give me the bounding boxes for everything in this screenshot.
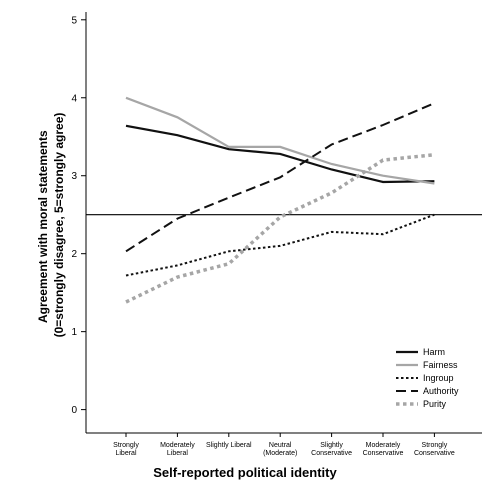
x-tick-label-line: Conservative: [414, 450, 455, 457]
x-tick-label-line: Slightly: [320, 442, 343, 449]
x-tick-label: Neutral (Moderate): [263, 442, 297, 457]
legend-label-ingroup: Ingroup: [423, 373, 454, 383]
x-tick-label-line: Conservative: [311, 450, 352, 457]
x-tick-label-line: Strongly: [113, 442, 139, 449]
x-tick-label-line: Slightly Liberal: [206, 442, 252, 449]
y-axis-title-line1: Agreement with moral statements: [36, 130, 50, 323]
series-line-purity: [125, 152, 435, 304]
y-axis-title: Agreement with moral statements (0=stron…: [36, 113, 66, 338]
x-tick-label: Moderately Conservative: [363, 442, 404, 457]
y-tick-label: 3: [71, 171, 77, 182]
series-line-authority: [125, 102, 435, 253]
x-tick-label-line: Moderately: [160, 442, 195, 449]
y-tick-label: 5: [71, 15, 77, 26]
x-tick-label: Slightly Conservative: [311, 442, 352, 457]
series-line-fairness: [125, 96, 435, 185]
y-tick-label: 1: [71, 327, 77, 338]
axes: [85, 12, 482, 434]
legend-label-purity: Purity: [423, 399, 447, 409]
series-line-harm: [125, 124, 435, 184]
x-tick-label-line: Neutral: [269, 442, 292, 449]
legend-label-harm: Harm: [423, 347, 445, 357]
y-tick-label: 0: [71, 405, 77, 416]
x-tick-label: Slightly Liberal: [206, 442, 252, 449]
y-axis-title-line2: (0=strongly disagree, 5=strongly agree): [52, 113, 66, 338]
series-lines: [125, 96, 435, 304]
legend-label-fairness: Fairness: [423, 360, 458, 370]
legend-label-authority: Authority: [423, 386, 459, 396]
x-tick-label-line: Strongly: [422, 442, 448, 449]
x-tick-label: Moderately Liberal: [160, 442, 195, 457]
x-tick-label-line: Liberal: [115, 450, 136, 457]
x-tick-label-line: Conservative: [363, 450, 404, 457]
x-axis-title: Self-reported political identity: [153, 465, 337, 480]
y-ticks: 0 1 2 3 4 5: [71, 15, 86, 416]
x-tick-label: Strongly Liberal: [113, 442, 139, 457]
x-tick-label: Strongly Conservative: [414, 442, 455, 457]
legend: Harm Fairness Ingroup Authority Purity: [396, 347, 459, 409]
x-tick-label-line: Liberal: [167, 450, 188, 457]
y-tick-label: 2: [71, 249, 77, 260]
y-tick-label: 4: [71, 93, 77, 104]
series-line-ingroup: [125, 213, 435, 277]
x-tick-label-line: (Moderate): [263, 450, 297, 457]
x-tick-label-line: Moderately: [366, 442, 401, 449]
